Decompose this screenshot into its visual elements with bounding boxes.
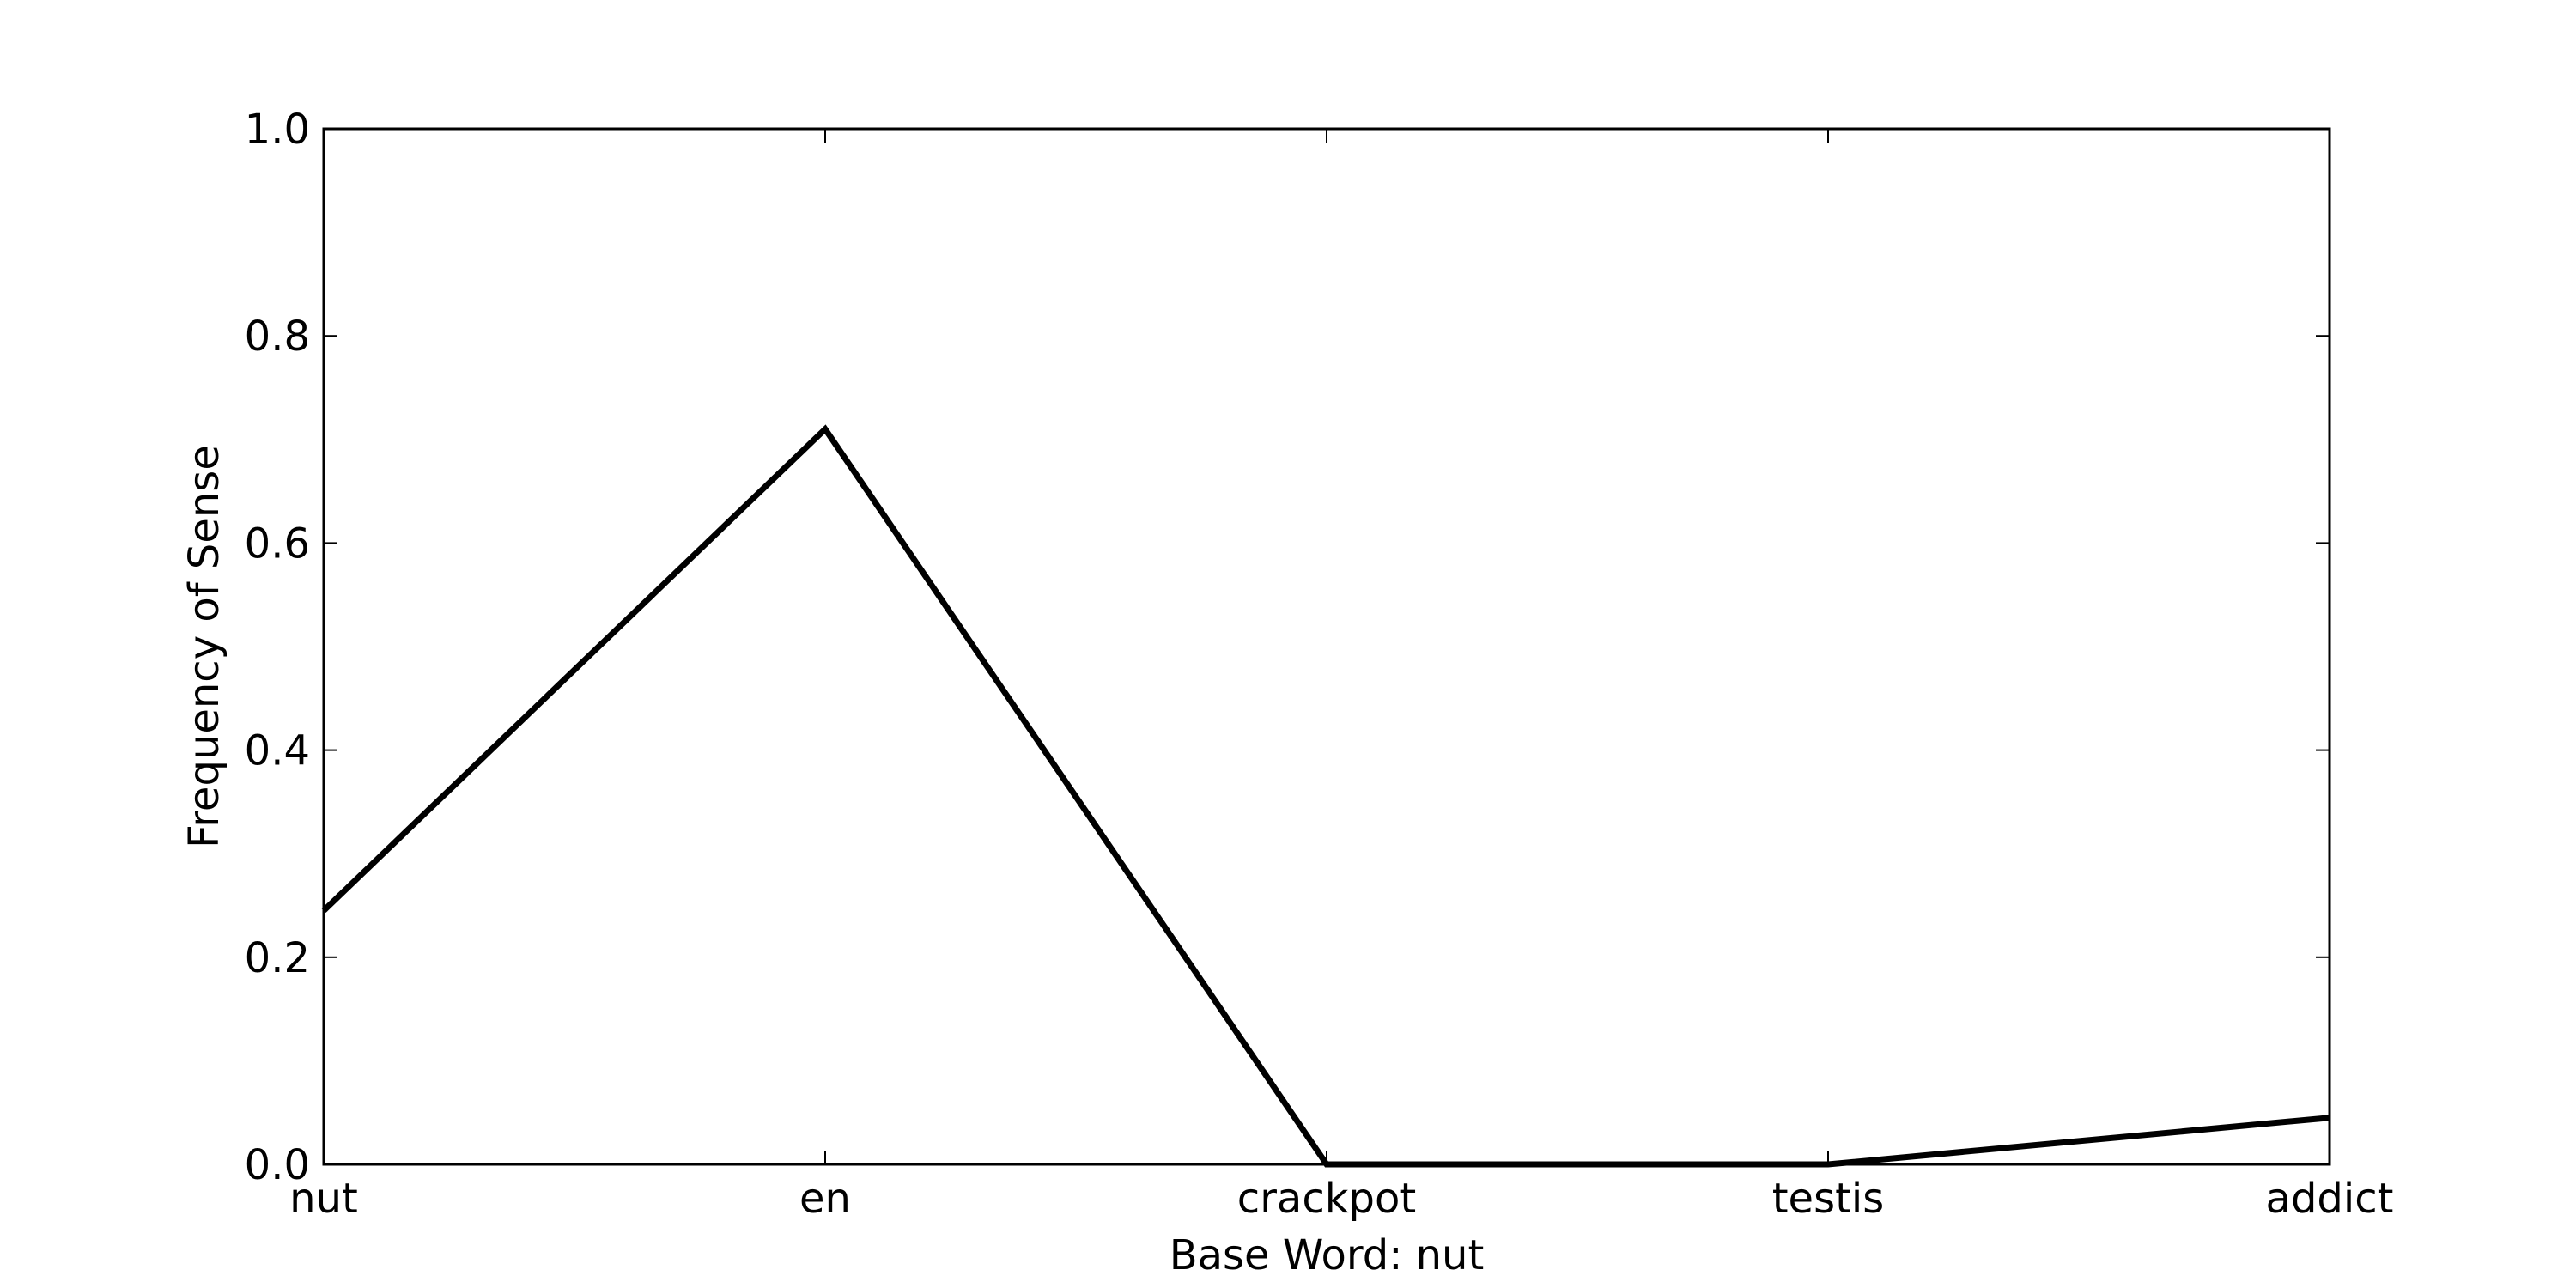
y-tick-labels: 0.0 0.2 0.4 0.6 0.8 1.0: [245, 106, 310, 1189]
y-tick-label: 0.8: [245, 313, 310, 361]
plot-frame: [322, 127, 2331, 1166]
x-tick-label: addict: [2266, 1175, 2394, 1223]
y-axis-label: Frequency of Sense: [180, 445, 228, 848]
x-tick-label: en: [799, 1175, 851, 1223]
x-tick-label: testis: [1772, 1175, 1885, 1223]
x-tick-label: crackpot: [1237, 1175, 1416, 1223]
x-axis-label: Base Word: nut: [1170, 1231, 1485, 1279]
y-tick-label: 0.4: [245, 727, 310, 775]
x-tick-labels: nut en crackpot testis addict: [289, 1175, 2393, 1223]
ticks-layer: [323, 128, 2330, 1165]
y-tick-label: 0.0: [245, 1141, 310, 1189]
y-tick-label: 0.6: [245, 519, 310, 568]
y-tick-label: 1.0: [245, 106, 310, 154]
y-tick-label: 0.2: [245, 934, 310, 982]
x-tick-label: nut: [289, 1175, 358, 1223]
series-line: [321, 424, 2330, 1168]
